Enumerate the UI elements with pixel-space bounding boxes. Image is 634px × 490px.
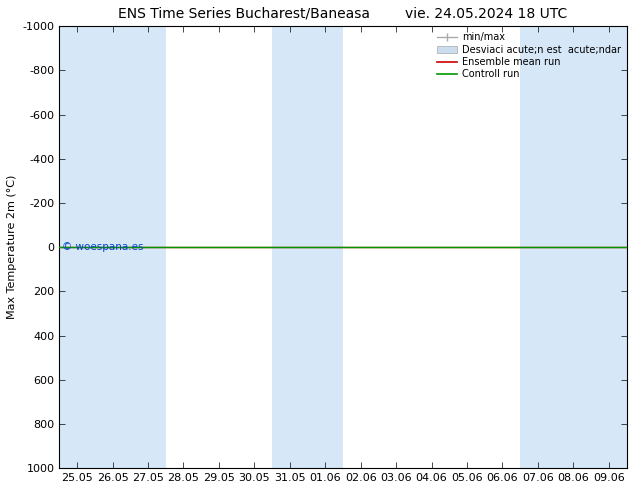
Bar xyxy=(591,26,626,468)
Bar xyxy=(520,26,555,468)
Bar xyxy=(60,26,95,468)
Legend: min/max, Desviaci acute;n est  acute;ndar, Ensemble mean run, Controll run: min/max, Desviaci acute;n est acute;ndar… xyxy=(434,29,624,82)
Bar xyxy=(130,26,165,468)
Text: © woespana.es: © woespana.es xyxy=(62,242,144,252)
Bar xyxy=(95,26,130,468)
Bar xyxy=(555,26,591,468)
Bar xyxy=(307,26,343,468)
Y-axis label: Max Temperature 2m (°C): Max Temperature 2m (°C) xyxy=(7,175,17,319)
Bar xyxy=(272,26,307,468)
Title: ENS Time Series Bucharest/Baneasa        vie. 24.05.2024 18 UTC: ENS Time Series Bucharest/Baneasa vie. 2… xyxy=(119,7,567,21)
